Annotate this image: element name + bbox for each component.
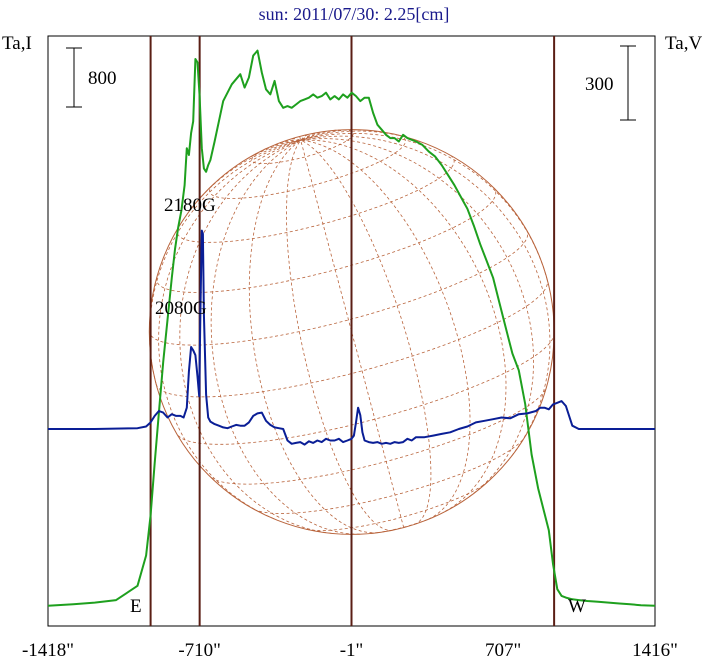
x-tick-labels: -1418" -710" -1" 707" 1416" xyxy=(22,640,678,661)
right-axis-label: Ta,V xyxy=(665,33,702,54)
right-scale-label: 300 xyxy=(585,74,614,95)
disk-longitude-line xyxy=(299,136,302,141)
left-scale-label: 800 xyxy=(88,68,117,89)
solar-disk xyxy=(148,129,555,535)
disk-longitude-line xyxy=(300,139,432,525)
disk-longitude-line xyxy=(264,139,301,150)
disk-latitude-line xyxy=(211,388,547,485)
west-limb-label: W xyxy=(568,596,586,617)
disk-longitude-line xyxy=(300,138,534,498)
disk-longitude-line xyxy=(179,139,332,534)
annotation-2080g: 2080G xyxy=(155,298,207,319)
x-tick-label: -710" xyxy=(178,640,221,661)
left-axis-label: Ta,I xyxy=(2,33,32,54)
disk-longitude-line xyxy=(300,139,471,520)
disk-latitude-line xyxy=(148,230,529,346)
disk-latitude-line xyxy=(251,129,354,164)
disk-latitude-line xyxy=(209,134,406,199)
disk-longitude-line xyxy=(300,139,507,512)
disk-longitude-line xyxy=(300,140,405,528)
disk-longitude-line xyxy=(197,139,301,201)
stokes-v-line xyxy=(48,229,655,446)
disk-longitude-line xyxy=(286,140,394,531)
disk-longitude-line xyxy=(300,134,308,141)
disk-longitude-line xyxy=(279,139,301,144)
disk-longitude-line xyxy=(291,138,301,141)
x-tick-label: -1" xyxy=(340,640,364,661)
disk-longitude-line xyxy=(300,129,337,141)
x-tick-label: -1418" xyxy=(22,640,74,661)
annotation-2180g: 2180G xyxy=(164,195,216,216)
stokes-i-line xyxy=(47,49,656,607)
disk-latitude-line xyxy=(306,480,490,531)
x-tick-label: 1416" xyxy=(632,640,678,661)
disk-latitude-line xyxy=(176,155,455,243)
disk-latitude-line xyxy=(177,335,555,445)
disk-longitude-line xyxy=(300,132,548,281)
disk-longitude-line xyxy=(149,139,301,385)
east-limb-label: E xyxy=(130,596,142,617)
disk-longitude-line xyxy=(248,139,379,534)
disk-longitude-line xyxy=(300,135,551,456)
disk-latitude-line xyxy=(253,437,525,514)
disk-longitude-line xyxy=(300,130,421,142)
left-scale-bar: 800 xyxy=(66,47,117,108)
disk-longitude-line xyxy=(300,131,321,141)
right-scale-bar: 300 xyxy=(585,45,636,121)
data-lines xyxy=(47,49,656,607)
x-tick-label: 707" xyxy=(485,640,521,661)
disk-longitude-line xyxy=(158,139,301,520)
chart-title: sun: 2011/07/30: 2.25[cm] xyxy=(259,4,450,24)
disk-longitude-line xyxy=(210,139,360,535)
